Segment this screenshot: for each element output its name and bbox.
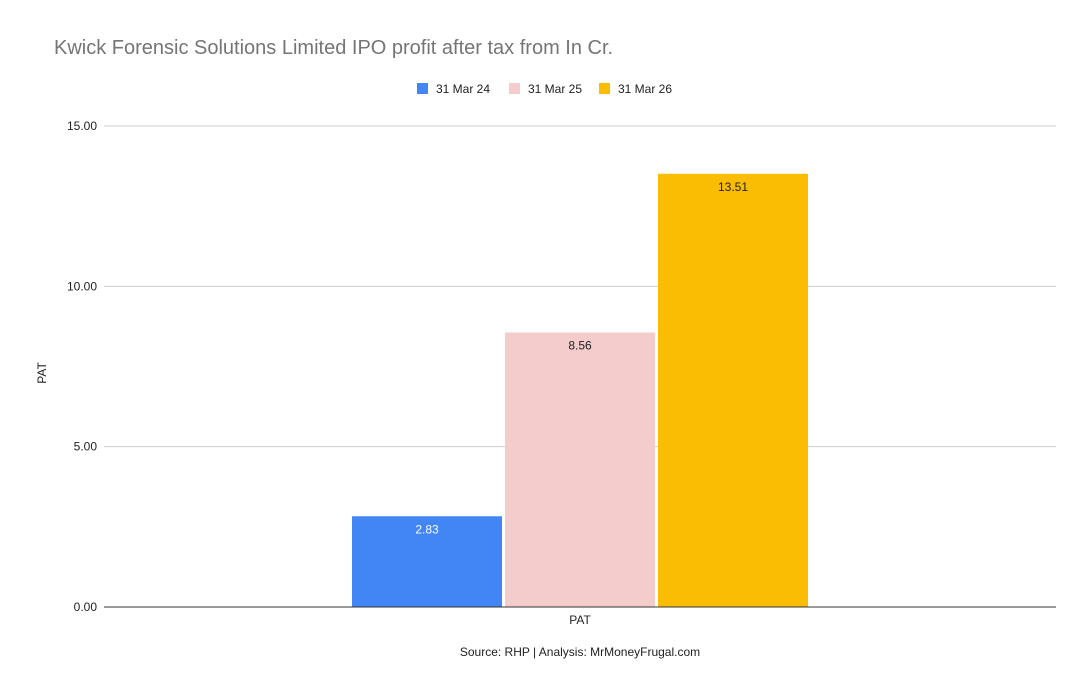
bars	[352, 173, 808, 607]
y-axis-ticks: 0.00 5.00 10.00 15.00	[67, 119, 97, 614]
y-tick-label: 5.00	[74, 440, 98, 454]
bar-value-label: 13.51	[718, 180, 748, 194]
legend-swatch	[509, 83, 520, 94]
source-note: Source: RHP | Analysis: MrMoneyFrugal.co…	[460, 645, 700, 659]
bar-value-label: 2.83	[415, 522, 439, 536]
legend-swatch	[599, 83, 610, 94]
bar-labels: 2.83 8.56 13.51	[415, 180, 748, 536]
x-axis-ticks: PAT	[569, 613, 591, 627]
y-axis-label: PAT	[35, 362, 49, 384]
chart-title: Kwick Forensic Solutions Limited IPO pro…	[54, 37, 613, 59]
y-tick-label: 10.00	[67, 279, 97, 293]
legend-label: 31 Mar 25	[528, 82, 582, 96]
bar-1	[352, 516, 502, 607]
bar-value-label: 8.56	[568, 339, 592, 353]
legend-label: 31 Mar 26	[618, 82, 672, 96]
legend-swatch	[417, 83, 428, 94]
y-tick-label: 0.00	[74, 600, 98, 614]
legend-label: 31 Mar 24	[436, 82, 490, 96]
bar-2	[505, 332, 655, 607]
x-tick-label: PAT	[569, 613, 591, 627]
y-tick-label: 15.00	[67, 119, 97, 133]
legend: 31 Mar 24 31 Mar 25 31 Mar 26	[417, 82, 672, 96]
bar-3	[658, 173, 808, 607]
